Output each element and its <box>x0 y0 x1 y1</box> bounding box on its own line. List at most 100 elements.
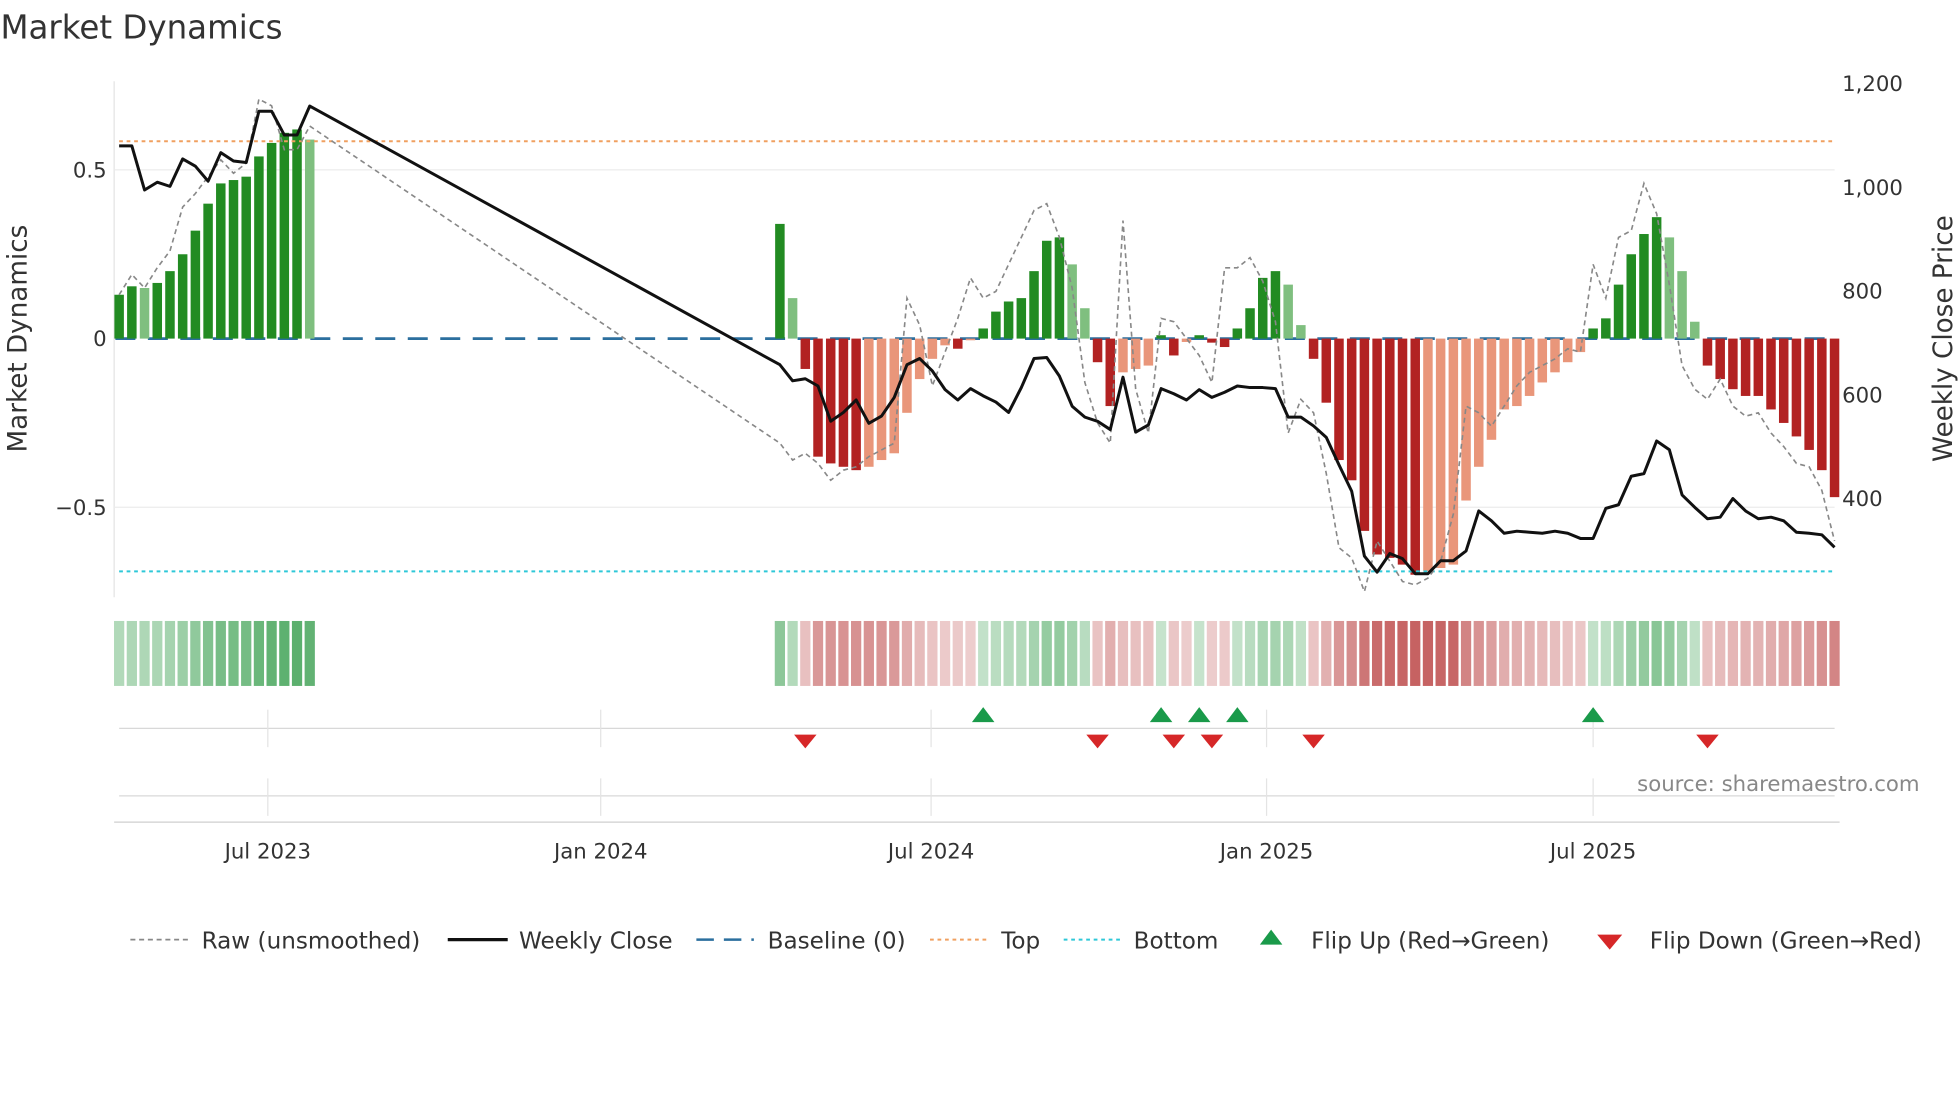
bar <box>304 139 315 339</box>
bar <box>203 203 213 339</box>
strip-cell <box>1181 620 1192 686</box>
strip-cell <box>1549 620 1561 686</box>
strip-cell <box>1016 620 1027 686</box>
strip-cell <box>1359 620 1370 686</box>
strip-cell <box>1664 620 1675 686</box>
strip-cell <box>914 620 925 686</box>
y-tick-label: 0.5 <box>73 158 107 183</box>
bar <box>1321 338 1332 403</box>
strip-cell <box>1371 620 1383 686</box>
strip-cell <box>774 620 786 686</box>
bar <box>1753 338 1764 396</box>
strip-cell <box>952 620 963 686</box>
bar <box>1054 237 1065 339</box>
bar <box>1512 338 1522 407</box>
strip-cell <box>1333 620 1345 686</box>
legend-label: Bottom <box>1134 928 1219 954</box>
strip-cell <box>1804 620 1815 686</box>
bar <box>991 311 1001 339</box>
bar <box>1791 338 1802 437</box>
bar <box>1474 338 1484 467</box>
strip-cell <box>787 620 798 686</box>
bar <box>1804 338 1814 450</box>
strip-cell <box>1499 620 1510 686</box>
legend-label: Weekly Close <box>519 928 673 954</box>
strip-cell <box>1244 620 1256 686</box>
strip-cell <box>800 620 811 686</box>
bar <box>1524 338 1535 396</box>
bar <box>1169 338 1179 356</box>
strip-cell <box>1321 620 1332 686</box>
lines <box>118 97 1836 595</box>
y2-tick-label: 1,200 <box>1842 72 1903 97</box>
strip-cell <box>1511 620 1523 686</box>
strip-cell <box>1397 620 1408 686</box>
strip-cell <box>1028 620 1040 686</box>
strip-cell <box>114 620 125 686</box>
bar <box>876 338 887 461</box>
bar <box>1778 338 1789 423</box>
strip-cell <box>1486 620 1497 686</box>
flip-down-marker <box>1086 734 1109 749</box>
flip-down-marker <box>1200 734 1224 749</box>
flip-up-marker <box>1187 707 1211 723</box>
strip-cell <box>1105 620 1116 686</box>
bar <box>177 254 188 339</box>
bar <box>1651 217 1662 339</box>
flip-up-marker <box>1226 707 1249 723</box>
strip-cell <box>1206 620 1218 686</box>
strip-cell <box>202 620 214 686</box>
bar <box>1499 338 1509 410</box>
strip-cell <box>889 620 900 686</box>
strip-cell <box>1651 620 1662 686</box>
strip-cell <box>1295 620 1306 686</box>
bar <box>1346 338 1357 481</box>
flip-down-marker <box>1302 734 1325 749</box>
flip-down-marker <box>794 734 817 749</box>
strip-cell <box>1117 620 1129 686</box>
bar <box>1105 338 1116 407</box>
strip-cell <box>1613 620 1624 686</box>
strip-cell <box>266 620 277 686</box>
y2-tick-label: 800 <box>1842 280 1883 305</box>
strip-cell <box>1308 620 1319 686</box>
strip-cell <box>1422 620 1434 686</box>
bar <box>1219 338 1230 348</box>
x-tick-label: Jul 2025 <box>1548 839 1636 864</box>
bar <box>1029 271 1039 339</box>
strip-cell <box>152 620 163 686</box>
bar <box>114 294 124 339</box>
bar <box>1829 338 1840 498</box>
bar <box>1359 338 1370 531</box>
bar <box>1156 335 1166 339</box>
strip-cell <box>1155 620 1167 686</box>
bar <box>165 271 175 339</box>
bar <box>1270 271 1281 339</box>
strip-cell <box>1219 620 1230 686</box>
bar <box>254 156 264 339</box>
bar <box>775 223 785 339</box>
bar <box>864 338 874 467</box>
bar <box>1245 308 1255 339</box>
bar <box>1372 338 1382 555</box>
strip-cell <box>1194 620 1205 686</box>
strip-cell <box>253 620 265 686</box>
strip-cell <box>1473 620 1484 686</box>
bar <box>1067 264 1077 339</box>
strip-cell <box>901 620 913 686</box>
bar <box>838 338 849 467</box>
bar <box>1626 254 1636 339</box>
strip-cell <box>1575 620 1586 686</box>
bar <box>902 338 912 413</box>
bars <box>114 129 1840 575</box>
bar <box>1232 328 1243 339</box>
strip-cell <box>1816 620 1827 686</box>
legend-label: Flip Up (Red→Green) <box>1311 928 1549 954</box>
strip-cell <box>1778 620 1789 686</box>
bar <box>279 132 290 339</box>
bar <box>787 298 798 339</box>
strip-cell <box>1448 620 1459 686</box>
bar <box>1296 325 1306 339</box>
bar <box>139 287 150 339</box>
bar <box>1130 338 1141 369</box>
